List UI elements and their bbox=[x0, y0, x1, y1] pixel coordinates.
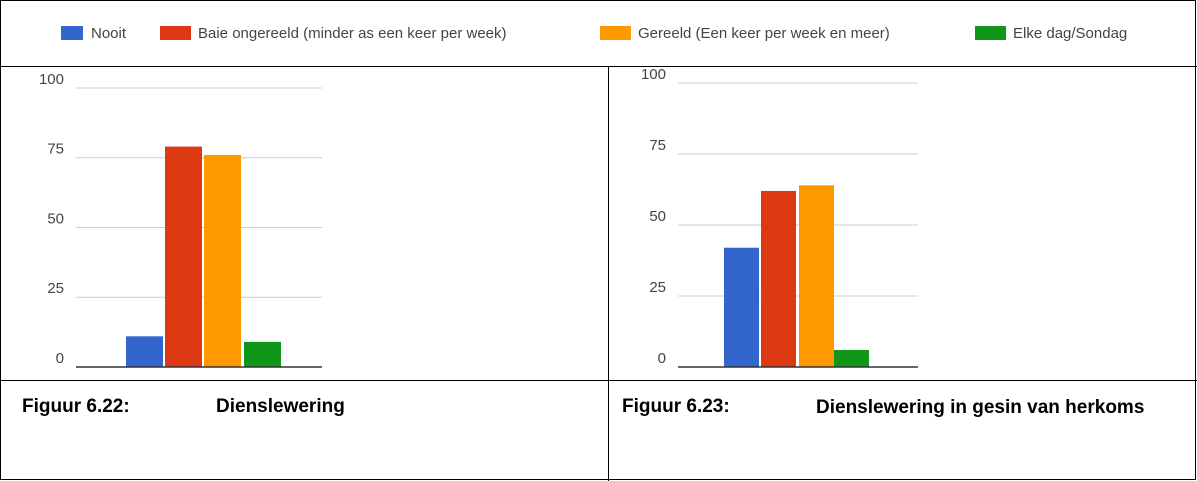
bar bbox=[834, 349, 869, 367]
caption-text: Dienslewering in gesin van herkoms bbox=[816, 397, 1145, 418]
caption-text: Dienslewering bbox=[216, 396, 345, 417]
y-tick-label: 75 bbox=[649, 137, 666, 154]
legend-swatch bbox=[975, 26, 1006, 40]
y-tick-label: 25 bbox=[649, 279, 666, 296]
legend-label: Elke dag/Sondag bbox=[1013, 25, 1127, 42]
y-tick-label: 25 bbox=[47, 280, 64, 297]
y-tick-label: 0 bbox=[56, 350, 64, 367]
bar bbox=[799, 185, 834, 367]
caption-label: Figuur 6.22: bbox=[22, 396, 130, 417]
legend-label: Gereeld (Een keer per week en meer) bbox=[638, 25, 890, 42]
y-tick-label: 100 bbox=[39, 71, 64, 88]
legend-label: Baie ongereeld (minder as een keer per w… bbox=[198, 25, 507, 42]
bar bbox=[724, 247, 759, 367]
y-tick-label: 100 bbox=[641, 66, 666, 83]
legend-label: Nooit bbox=[91, 25, 127, 42]
legend-swatch bbox=[600, 26, 631, 40]
caption-label: Figuur 6.23: bbox=[622, 396, 730, 417]
y-tick-label: 50 bbox=[47, 210, 64, 227]
bar bbox=[204, 154, 241, 367]
bar bbox=[126, 336, 163, 367]
y-tick-label: 0 bbox=[658, 350, 666, 367]
y-tick-label: 75 bbox=[47, 141, 64, 158]
bar bbox=[244, 341, 281, 367]
bar bbox=[761, 190, 796, 367]
y-tick-label: 50 bbox=[649, 208, 666, 225]
bar bbox=[165, 146, 202, 367]
legend-swatch bbox=[61, 26, 83, 40]
legend-swatch bbox=[160, 26, 191, 40]
